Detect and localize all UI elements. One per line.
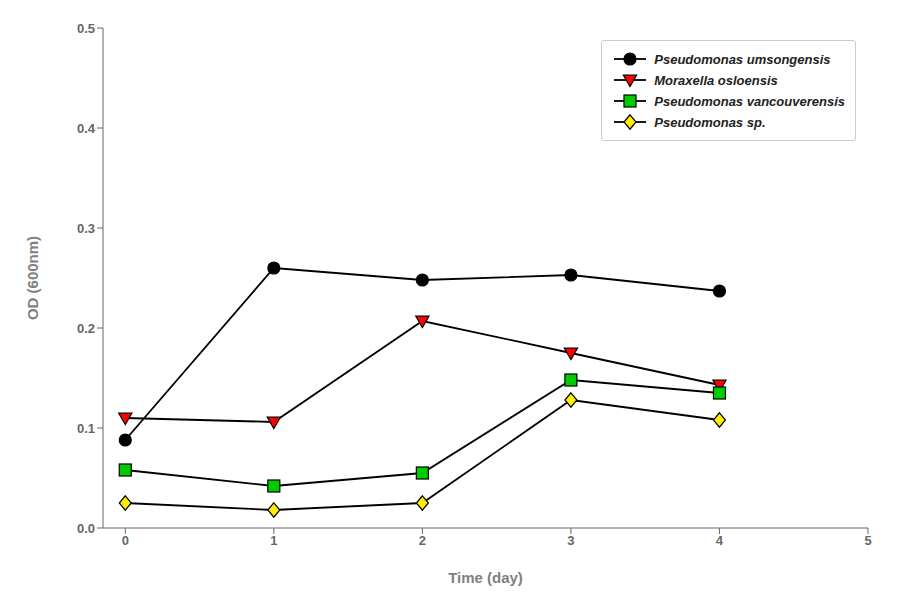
svg-text:0.3: 0.3	[77, 221, 95, 236]
svg-text:4: 4	[716, 533, 724, 548]
svg-text:2: 2	[419, 533, 426, 548]
html-text:Pseudomonas vancouverensis: Pseudomonas vancouverensis	[654, 93, 845, 109]
svg-text:0.5: 0.5	[77, 21, 95, 36]
svg-text:0.0: 0.0	[77, 521, 95, 536]
svg-text:0.1: 0.1	[77, 421, 95, 436]
svg-text:1: 1	[270, 533, 277, 548]
svg-text:0.4: 0.4	[77, 121, 96, 136]
svg-text:OD (600nm): OD (600nm)	[24, 236, 41, 320]
html-text:Pseudomonas sp.: Pseudomonas sp.	[654, 114, 766, 130]
svg-text:5: 5	[864, 533, 871, 548]
html-text:Pseudomonas umsongensis: Pseudomonas umsongensis	[654, 51, 831, 67]
html-text:Moraxella osloensis: Moraxella osloensis	[654, 72, 778, 88]
svg-text:0.2: 0.2	[77, 321, 95, 336]
svg-text:3: 3	[567, 533, 574, 548]
svg-text:Time (day): Time (day)	[448, 569, 523, 586]
svg-text:0: 0	[122, 533, 129, 548]
